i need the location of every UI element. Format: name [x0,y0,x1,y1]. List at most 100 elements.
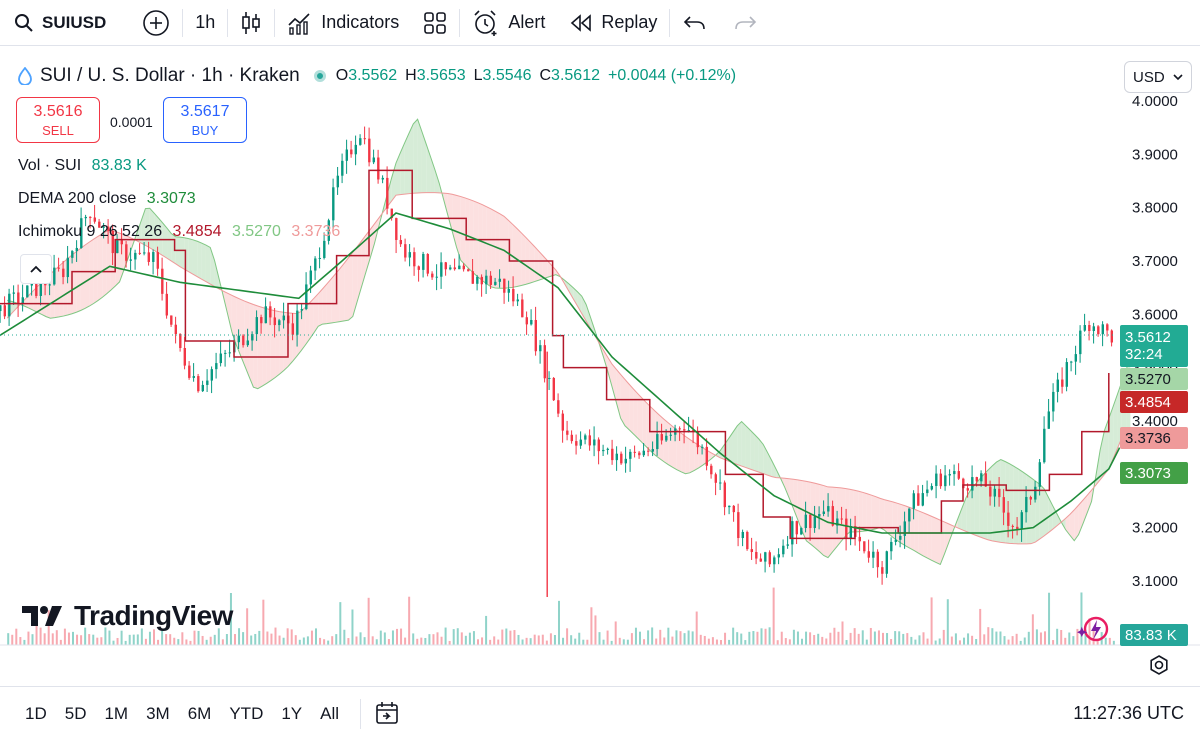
range-1m[interactable]: 1M [104,703,129,723]
range-1d[interactable]: 1D [25,703,47,723]
volume-bar [906,633,909,645]
price-tick-label: 3.6000 [1132,306,1178,323]
candle-body [557,400,560,414]
volume-bar [857,633,860,645]
goto-date-button[interactable] [360,698,401,729]
sell-button[interactable]: 3.5616 SELL [16,97,100,143]
volume-bar [1039,632,1042,645]
cloud-segment [771,460,777,478]
candlesticks [0,126,1113,597]
volume-bar [379,630,382,645]
candle-body [723,482,726,508]
buy-button[interactable]: 3.5617 BUY [163,97,247,143]
symbol-search-button[interactable]: SUIUSD [0,0,130,46]
ichimoku-conversion-line [0,169,1110,540]
volume-bar [1052,640,1055,645]
candle-body [498,278,501,282]
currency-select[interactable]: USD [1124,61,1192,93]
cloud-segment [979,474,984,539]
volume-bar [922,632,925,645]
volume-bar [732,627,735,645]
chart-type-button[interactable] [228,0,274,46]
cloud-segment [288,312,293,367]
volume-bar [938,638,941,645]
ichimoku-cloud [6,118,1131,566]
utc-clock[interactable]: 11:27:36 UTC [1073,703,1184,723]
volume-bar [533,634,536,645]
volume-bar [724,632,727,645]
volume-bar [424,637,427,645]
feature-promo-button[interactable] [1076,613,1112,652]
volume-bar [15,628,18,645]
replay-button[interactable]: Replay [557,0,669,46]
candle-body [264,306,267,324]
candle-body [629,451,632,459]
chart-settings-button[interactable] [1148,654,1170,681]
candle-body [813,516,816,529]
current-price-tag: 3.5612 32:24 [1120,325,1188,367]
candle-body [849,526,852,539]
candle-body [318,257,321,259]
redo-button[interactable] [720,0,770,46]
undo-button[interactable] [670,0,720,46]
candle-body [399,239,402,245]
volume-legend[interactable]: Vol · SUI 83.83 K [18,157,153,175]
volume-bar [468,632,471,645]
cloud-segment [136,221,142,244]
candle-body [975,477,978,482]
range-5d[interactable]: 5D [64,703,87,723]
candle-body [624,458,627,464]
price-chart[interactable]: 3.10003.20003.30003.40003.50003.60003.70… [0,47,1200,652]
cloud-segment [227,293,232,332]
cloud-segment [482,204,487,284]
cloud-segment [192,239,198,277]
cloud-segment [758,439,764,474]
candle-body [444,262,447,270]
compare-button[interactable] [130,0,182,46]
candle-body [984,473,987,487]
volume-bar [177,639,180,645]
collapse-legend-button[interactable] [20,254,52,284]
cloud-segment [1082,495,1088,524]
candle-body [930,485,933,490]
candle-body [827,506,830,512]
volume-bar [711,637,714,645]
candle-body [305,284,308,310]
candle-body [782,545,785,555]
candle-body [872,551,875,558]
range-1y[interactable]: 1Y [281,703,303,723]
volume-bar [205,639,208,645]
candle-body [1074,354,1077,362]
dema-legend[interactable]: DEMA 200 close 3.3073 [18,190,202,208]
candle-body [588,435,591,446]
range-ytd[interactable]: YTD [229,703,264,723]
chart-pane[interactable]: 3.10003.20003.30003.40003.50003.60003.70… [0,47,1200,675]
candle-body [525,317,528,325]
range-3m[interactable]: 3M [146,703,170,723]
cloud-segment [167,228,172,262]
volume-bar [128,634,131,645]
range-all[interactable]: All [320,703,340,723]
toolbar-divider [669,8,671,37]
volume-bar [602,639,605,645]
candle-body [1029,496,1032,500]
ichimoku-conversion-value: 3.4854 [172,223,222,240]
ichimoku-legend[interactable]: Ichimoku 9 26 52 26 3.4854 3.5270 3.3736 [18,223,346,241]
candle-body [435,276,438,278]
alert-button[interactable]: Alert [460,0,557,46]
candle-body [174,324,177,334]
tradingview-logo[interactable]: TradingView [22,600,233,632]
volume-bar [882,632,884,645]
volume-bar [1003,636,1006,645]
cloud-segment [180,237,185,270]
cloud-segment [361,235,366,288]
candle-body [8,293,11,317]
interval-button[interactable]: 1h [183,0,227,46]
candle-body [575,441,578,446]
candle-body [1034,486,1037,500]
layouts-button[interactable] [411,0,459,46]
volume-bar [444,627,447,645]
volume-bar [574,638,577,645]
indicators-button[interactable]: Indicators [275,0,411,46]
range-6m[interactable]: 6M [187,703,212,723]
